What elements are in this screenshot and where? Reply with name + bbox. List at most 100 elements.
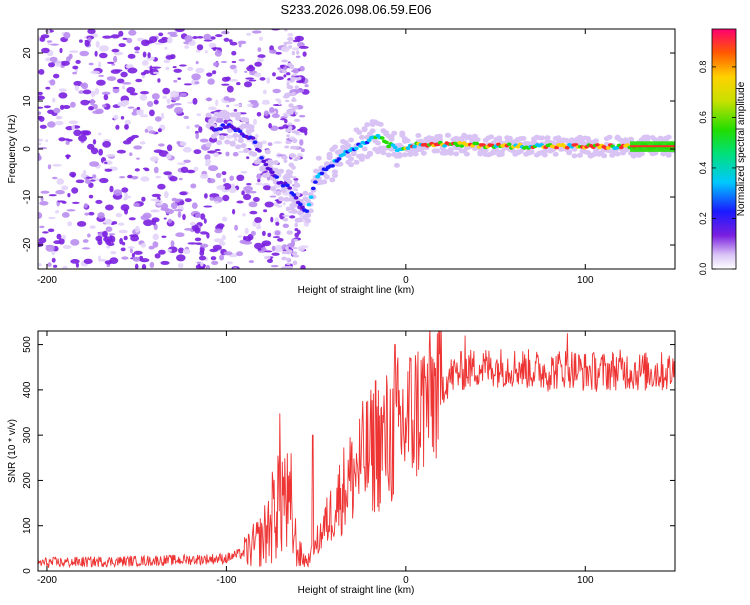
noise-blob — [58, 137, 66, 142]
noise-blob — [174, 106, 184, 114]
ridge-halo — [286, 179, 293, 185]
colorbar-tick-label: 0.4 — [698, 162, 708, 175]
ridge-mark — [263, 162, 269, 167]
noise-blob — [48, 194, 57, 197]
noise-blob — [274, 230, 281, 236]
noise-blob — [243, 185, 254, 192]
noise-blob — [203, 205, 213, 208]
noise-blob — [226, 261, 233, 265]
noise-blob — [200, 231, 208, 235]
noise-blob — [166, 98, 171, 104]
ridge-halo — [305, 218, 312, 224]
noise-blob — [176, 141, 181, 145]
ridge-halo — [420, 150, 427, 156]
noise-blob — [52, 176, 58, 180]
noise-blob — [88, 194, 94, 199]
noise-blob — [130, 235, 140, 242]
y-tick-label: 300 — [22, 426, 33, 443]
noise-blob — [248, 100, 258, 103]
noise-blob — [200, 261, 204, 267]
ridge-halo — [463, 151, 470, 157]
noise-blob — [226, 104, 230, 108]
noise-blob — [102, 104, 107, 108]
snr-y-ticks: 0 100 200 300 400 500 — [22, 336, 675, 574]
y-tick-label: 20 — [22, 47, 33, 59]
noise-blob — [213, 238, 224, 243]
noise-blob — [115, 124, 120, 130]
noise-blob — [263, 110, 269, 117]
ridge-halo — [348, 137, 355, 143]
noise-blob — [45, 57, 52, 62]
noise-blob — [142, 51, 147, 58]
noise-blob — [157, 128, 162, 133]
spectrogram-x-label: Height of straight line (km) — [298, 285, 415, 296]
ridge-halo — [361, 127, 368, 133]
ridge-halo — [358, 153, 365, 159]
noise-blob — [85, 179, 91, 185]
noise-blob — [231, 60, 237, 64]
noise-blob — [127, 106, 135, 109]
ridge-halo — [297, 217, 303, 223]
noise-blob — [49, 79, 56, 86]
noise-blob — [270, 216, 274, 223]
ridge-halo — [369, 128, 376, 134]
noise-blob — [68, 120, 79, 125]
noise-blob — [83, 203, 88, 209]
noise-blob — [87, 29, 96, 34]
noise-blob — [272, 72, 276, 77]
noise-blob — [290, 240, 296, 247]
noise-blob — [151, 66, 162, 69]
noise-blob — [128, 136, 136, 140]
ridge-halo — [243, 148, 250, 154]
noise-blob — [69, 171, 77, 178]
noise-blob — [160, 112, 165, 120]
noise-blob — [98, 148, 103, 156]
noise-blob — [97, 212, 105, 219]
noise-blob — [279, 64, 285, 68]
ridge-halo — [399, 130, 406, 136]
noise-blob — [222, 194, 230, 202]
ridge-mark — [278, 180, 284, 185]
ridge-halo — [601, 153, 608, 159]
noise-blob — [286, 82, 290, 86]
noise-blob — [211, 260, 219, 265]
noise-blob — [126, 86, 136, 94]
noise-blob — [99, 258, 107, 262]
noise-blob — [263, 185, 272, 191]
noise-blob — [151, 217, 160, 223]
noise-blob — [113, 189, 122, 196]
noise-blob — [199, 138, 209, 143]
noise-blob — [72, 71, 77, 75]
x-tick-label: -200 — [37, 575, 57, 586]
noise-blob — [48, 216, 56, 220]
noise-blob — [293, 158, 299, 162]
noise-blob — [122, 140, 132, 145]
noise-blob — [294, 89, 305, 93]
ridge-halo — [216, 140, 223, 146]
noise-blob — [243, 235, 247, 241]
noise-blob — [117, 78, 125, 84]
ridge-mark — [218, 127, 224, 131]
noise-blob — [285, 99, 290, 103]
noise-blob — [70, 239, 80, 246]
noise-blob — [119, 237, 123, 245]
noise-blob — [227, 97, 236, 102]
noise-blob — [88, 211, 95, 216]
noise-blob — [286, 265, 293, 269]
noise-blob — [72, 65, 79, 70]
ridge-halo — [323, 174, 330, 180]
noise-blob — [272, 236, 281, 239]
ridge-halo — [278, 196, 285, 202]
noise-blob — [135, 78, 143, 83]
noise-blob — [300, 264, 306, 269]
noise-blob — [288, 215, 296, 219]
ridge-halo — [348, 162, 355, 168]
ridge-mark — [237, 129, 243, 134]
noise-blob — [291, 50, 296, 56]
noise-blob — [234, 224, 239, 231]
noise-blob — [43, 105, 51, 109]
noise-blob — [133, 202, 140, 207]
noise-blob — [118, 30, 124, 37]
noise-blob — [275, 221, 280, 226]
snr-x-ticks: -200 -100 0 100 — [37, 331, 594, 586]
